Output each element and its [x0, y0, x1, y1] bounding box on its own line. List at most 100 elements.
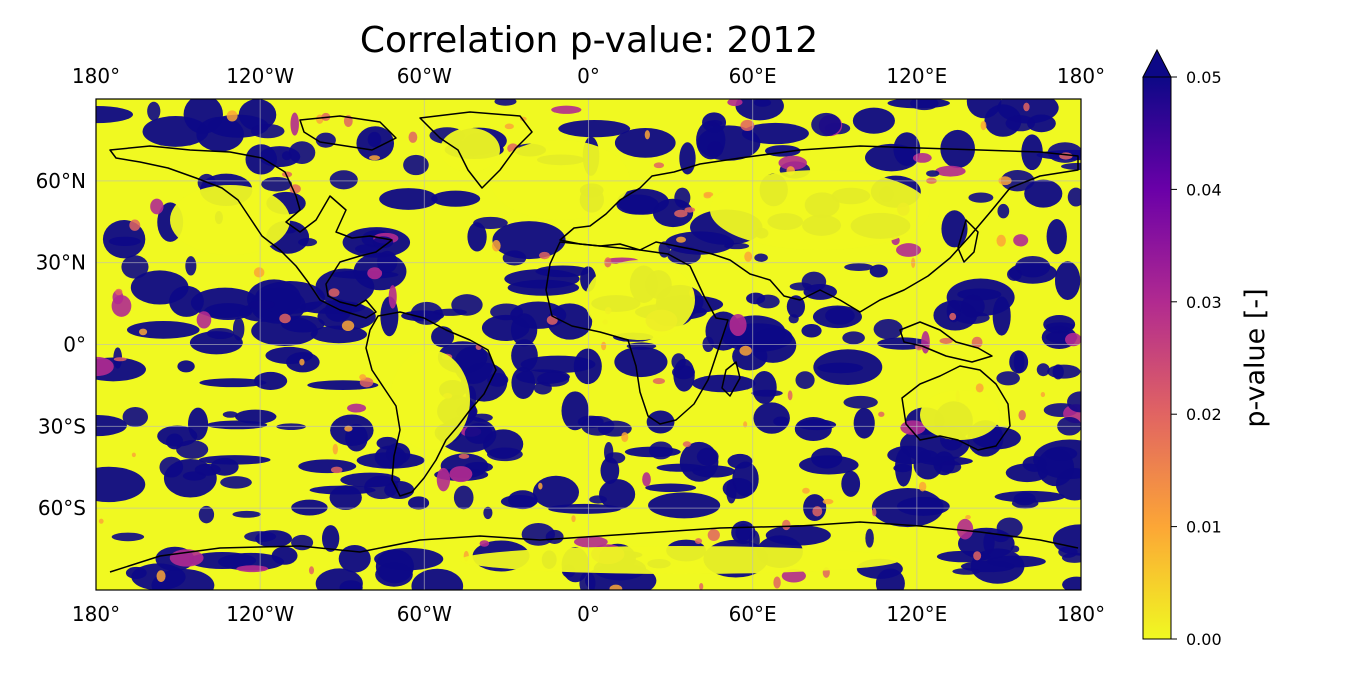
pvalue-patch — [1024, 179, 1063, 208]
pvalue-patch — [388, 285, 397, 309]
map-frame — [95, 98, 1082, 591]
pvalue-patch — [875, 568, 905, 590]
pvalue-patch — [449, 466, 473, 483]
pvalue-patch — [997, 203, 1010, 219]
pvalue-patch — [621, 432, 629, 443]
pvalue-patch — [359, 374, 367, 381]
pvalue-patch — [96, 414, 127, 437]
pvalue-patch — [926, 170, 940, 177]
pvalue-patch — [558, 120, 631, 138]
pvalue-patch — [811, 112, 842, 137]
coastline-madagascar — [721, 361, 741, 397]
pvalue-patch — [648, 492, 721, 519]
lon-tick-label-top: 180° — [72, 64, 120, 88]
pvalue-patch — [198, 505, 215, 524]
pvalue-patch — [573, 348, 602, 385]
pvalue-patch — [290, 112, 299, 136]
coastline-europe — [559, 145, 1079, 313]
pvalue-patch — [727, 453, 753, 469]
pvalue-patch — [935, 165, 966, 177]
lon-tick-label-bottom: 180° — [1057, 602, 1105, 626]
pvalue-patch — [96, 466, 146, 503]
coastlines — [109, 111, 1079, 573]
pvalue-patch — [729, 313, 747, 337]
lon-tick-label-bottom: 60°E — [729, 602, 777, 626]
pvalue-patch — [232, 317, 245, 341]
pvalue-patch — [545, 529, 564, 544]
pvalue-patch — [533, 381, 552, 395]
pvalue-patch — [1010, 545, 1020, 553]
pvalue-patch — [696, 447, 719, 466]
pvalue-patch — [281, 151, 292, 161]
pvalue-patch — [871, 487, 944, 528]
pvalue-patch — [479, 540, 490, 547]
pvalue-patch — [234, 409, 277, 424]
pvalue-patch — [684, 207, 696, 213]
pvalue-patch — [403, 154, 429, 176]
pvalue-patch — [781, 569, 806, 583]
pvalue-patch — [754, 253, 768, 262]
pvalue-patch — [740, 119, 755, 132]
pvalue-patch — [961, 294, 985, 318]
pvalue-patch — [122, 406, 149, 427]
pvalue-patch — [817, 362, 864, 374]
pvalue-patch — [710, 170, 930, 250]
lon-tick-label-top: 60°W — [397, 64, 452, 88]
lon-tick-label-top: 120°W — [226, 64, 294, 88]
pvalue-patch — [812, 506, 823, 517]
pvalue-patch — [797, 419, 837, 431]
coastline-africa — [545, 241, 729, 425]
lon-tick-label-bottom: 0° — [577, 602, 600, 626]
pvalue-patch — [878, 411, 885, 417]
pvalue-patch — [206, 420, 268, 430]
pvalue-patch — [1011, 497, 1039, 509]
colorbar-tick-label: 0.05 — [1186, 68, 1222, 87]
pvalue-patch — [367, 267, 383, 280]
lat-tick-label: 30°N — [36, 251, 86, 275]
pvalue-patch — [1047, 364, 1081, 379]
pvalue-patch — [486, 447, 523, 462]
pvalue-patch — [732, 461, 759, 497]
colorbar-tick-label: 0.01 — [1186, 518, 1222, 537]
pvalue-patch — [694, 538, 703, 545]
pvalue-patch — [291, 499, 328, 516]
pvalue-patch — [971, 336, 983, 348]
pvalue-patch — [939, 337, 953, 344]
pvalue-patch — [645, 483, 697, 493]
pvalue-patch — [108, 236, 141, 246]
pvalue-patch — [739, 345, 752, 356]
pvalue-patch — [147, 101, 161, 121]
pvalue-patch — [369, 155, 381, 161]
lat-tick-label: 60°N — [36, 169, 86, 193]
coastline-south-america — [365, 311, 497, 497]
pvalue-patch — [139, 328, 148, 336]
pvalue-patch — [735, 523, 752, 542]
pvalue-field — [96, 99, 1081, 590]
pvalue-patch — [773, 416, 789, 427]
pvalue-patch — [996, 371, 1020, 386]
pvalue-patch — [939, 460, 962, 474]
colorbar-extend-arrow — [1142, 48, 1172, 78]
pvalue-patch — [1067, 391, 1081, 413]
pvalue-patch — [261, 176, 293, 192]
pvalue-patch — [726, 479, 737, 504]
pvalue-patch — [538, 482, 543, 490]
pvalue-patch — [250, 124, 285, 139]
pvalue-patch — [986, 555, 1046, 568]
pvalue-patch — [473, 216, 508, 230]
pvalue-patch — [744, 251, 753, 262]
pvalue-patch — [1062, 576, 1081, 590]
colorbar-frame — [1142, 76, 1172, 640]
pvalue-patch — [539, 251, 550, 260]
pvalue-patch — [782, 519, 791, 531]
coastline-arctic-islands — [299, 115, 397, 151]
map-panel — [95, 98, 1082, 591]
pvalue-patch — [896, 243, 922, 257]
pvalue-patch — [390, 350, 470, 450]
pvalue-patch — [674, 187, 691, 208]
pvalue-patch — [408, 131, 418, 143]
pvalue-patch — [332, 443, 338, 455]
pvalue-patch — [600, 457, 620, 485]
pvalue-patch — [309, 485, 376, 495]
pvalue-patch — [502, 250, 527, 266]
